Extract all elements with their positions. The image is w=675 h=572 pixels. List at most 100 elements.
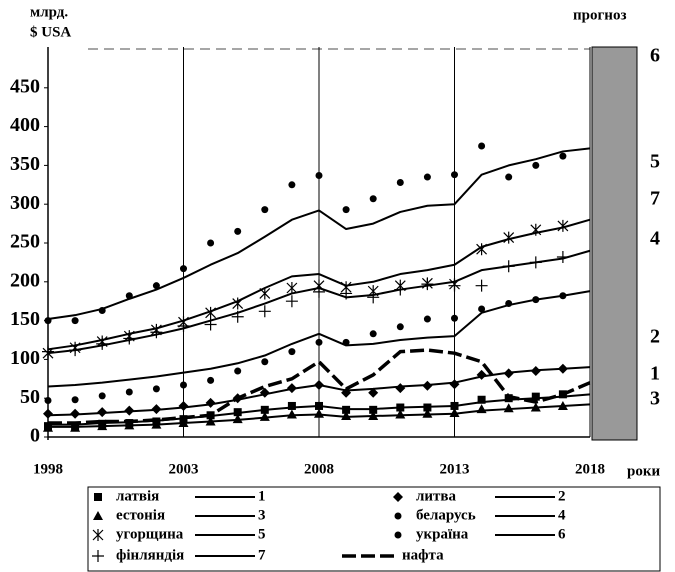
data-point (178, 400, 189, 411)
forecast-label: прогноз (573, 7, 626, 23)
data-point (43, 408, 53, 419)
data-point (315, 401, 323, 410)
legend-line-label: 2 (558, 488, 566, 504)
data-point (43, 422, 53, 432)
data-point (315, 338, 323, 346)
y-tick-label: 250 (10, 231, 40, 253)
data-point (423, 403, 432, 412)
data-point (259, 387, 270, 398)
data-point (260, 405, 269, 414)
data-point (70, 422, 81, 432)
line-label: 3 (650, 388, 660, 410)
data-point (44, 397, 52, 405)
data-point (368, 387, 379, 398)
data-point (259, 287, 271, 300)
data-point (531, 392, 540, 401)
data-point (286, 282, 298, 295)
data-point (231, 310, 244, 323)
data-point (152, 282, 160, 290)
data-point (342, 405, 351, 414)
data-point (259, 411, 270, 421)
data-point (232, 297, 244, 310)
data-point (44, 317, 52, 325)
line-label: 2 (650, 326, 660, 348)
x-tick-label: 2008 (304, 461, 334, 477)
data-point (532, 296, 540, 304)
line-label: 5 (650, 151, 660, 173)
data-point (394, 283, 407, 296)
data-point (233, 408, 242, 417)
data-point (286, 383, 297, 394)
data-point (503, 368, 514, 379)
data-point (96, 337, 109, 350)
data-point (423, 173, 431, 181)
data-point (559, 292, 567, 300)
x-tick-label: 2013 (440, 461, 470, 477)
line-label: 7 (650, 188, 660, 210)
data-point (557, 219, 569, 232)
data-point (342, 206, 350, 214)
legend-label: литва (416, 488, 457, 504)
data-point (288, 181, 296, 189)
data-point (505, 173, 513, 181)
data-point (207, 239, 215, 247)
data-point (503, 403, 514, 413)
data-point (207, 376, 215, 384)
data-point (286, 409, 297, 419)
forecast-band (591, 46, 638, 441)
data-point (478, 142, 486, 150)
data-point (315, 171, 323, 179)
data-point (369, 195, 377, 203)
y-tick-label: 200 (10, 269, 40, 291)
y-tick-label: 350 (10, 153, 40, 175)
legend-label: беларусь (416, 507, 476, 523)
legend-line-label: 4 (558, 507, 566, 523)
data-point (97, 421, 108, 431)
data-point (205, 306, 217, 319)
data-point (288, 348, 296, 356)
legend-label: угорщина (116, 526, 184, 542)
data-point (287, 401, 296, 410)
data-point (124, 405, 135, 416)
legend-label: україна (416, 526, 469, 542)
data-point (234, 367, 242, 375)
legend-marker (94, 493, 102, 501)
data-point (476, 369, 487, 380)
data-point (313, 285, 325, 298)
data-point (396, 403, 405, 412)
data-point (152, 385, 160, 393)
data-point (449, 379, 460, 390)
data-point (422, 380, 433, 391)
legend-line-label: 1 (258, 488, 266, 504)
legend-line-label: 3 (258, 507, 266, 523)
data-point (395, 409, 406, 419)
data-point (502, 260, 515, 273)
legend-marker (92, 550, 104, 562)
data-point (421, 278, 434, 291)
legend-line-label: 7 (258, 547, 266, 563)
data-point (69, 344, 82, 357)
data-point (368, 411, 379, 421)
legend-label: латвія (116, 488, 159, 504)
data-point (341, 411, 352, 421)
data-point (234, 227, 242, 235)
data-point (477, 395, 486, 404)
legend-line-label: 6 (558, 526, 566, 542)
data-point (505, 300, 513, 308)
x-tick-label: 2018 (575, 461, 605, 477)
y-tick-label: 150 (10, 308, 40, 330)
data-point (340, 287, 353, 300)
data-point (448, 279, 461, 292)
y-tick-label: 400 (10, 114, 40, 136)
data-point (205, 416, 216, 426)
data-point (125, 292, 133, 300)
data-point (150, 326, 163, 339)
data-point (530, 366, 541, 377)
data-point (125, 388, 133, 396)
trend-line (47, 147, 591, 321)
data-point (124, 420, 135, 430)
data-point (71, 396, 79, 404)
line-label: 6 (650, 45, 660, 67)
data-point (71, 317, 79, 325)
